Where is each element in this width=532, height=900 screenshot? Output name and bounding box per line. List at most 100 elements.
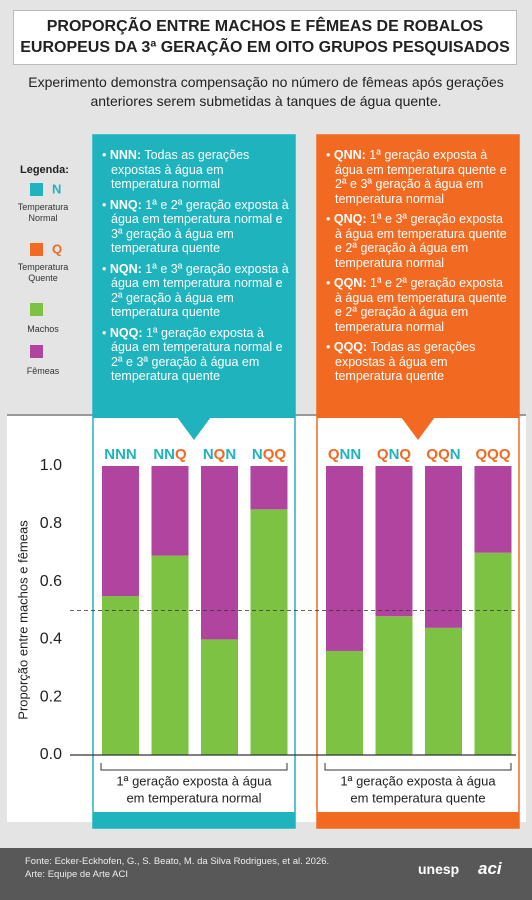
category-letter: N: [252, 446, 263, 463]
description-code: QQN:: [333, 276, 367, 290]
legend-swatch: [30, 243, 43, 256]
category-letter: Q: [377, 446, 389, 463]
legend-label: Fêmeas: [26, 366, 60, 376]
bar-segment: [425, 627, 462, 755]
category-letter: Q: [274, 446, 286, 463]
description-text: 1ª e 2ª geração exposta à água em temper…: [111, 197, 289, 256]
description-code: NNN:: [109, 148, 142, 162]
category-letter: Q: [175, 446, 187, 463]
description-item: • QNQ: 1ª e 3ª geração exposta à água em…: [326, 212, 507, 270]
bar-segment: [375, 466, 413, 617]
description-list: • NNN: Todas as gerações expostas à água…: [101, 148, 289, 390]
category-letter: N: [164, 446, 175, 463]
bar-segment: [425, 466, 462, 628]
y-axis-label: Proporção entre machos e fêmeas: [15, 520, 30, 720]
bar-segment: [326, 466, 363, 651]
description-text: Todas as gerações expostas à água em tem…: [111, 148, 250, 191]
title-line: PROPORÇÃO ENTRE MACHOS E FÊMEAS DE ROBAL…: [46, 18, 484, 35]
category-letter: Q: [438, 446, 450, 463]
bar-segment: [250, 509, 288, 755]
title-box: PROPORÇÃO ENTRE MACHOS E FÊMEAS DE ROBAL…: [13, 10, 517, 65]
legend-label: Temperatura Normal: [17, 202, 69, 223]
category-letter: Q: [487, 446, 499, 463]
panel-footer: [317, 812, 519, 828]
group-label: em temperatura normal: [126, 790, 261, 805]
bar-segment: [326, 650, 363, 755]
bar-segment: [151, 555, 189, 755]
x-tick-label: NNN: [104, 446, 137, 463]
category-letter: N: [126, 446, 137, 463]
y-tick-label: 0.0: [40, 746, 62, 763]
bar-segment: [375, 616, 413, 755]
category-letter: N: [225, 446, 236, 463]
category-letter: Q: [499, 446, 511, 463]
logo: unesp: [418, 861, 460, 877]
category-letter: N: [389, 446, 400, 463]
legend-title: Legenda:: [20, 164, 69, 176]
description-item: • QQN: 1ª e 2ª geração exposta à água em…: [326, 276, 507, 334]
source: Fonte: Ecker-Eckhofen, G., S. Beato, M. …: [25, 856, 330, 867]
panel-header: [93, 135, 295, 418]
category-letter: Q: [263, 446, 275, 463]
title-line: EUROPEUS DA 3ª GERAÇÃO EM OITO GRUPOS PE…: [20, 39, 510, 56]
category-letter: Q: [426, 446, 438, 463]
x-tick-label: NQQ: [252, 446, 287, 463]
legend-label: Machos: [27, 324, 59, 334]
description-code: NQQ:: [109, 325, 143, 340]
x-tick-label: QNQ: [377, 446, 412, 463]
description-item: • QNN: 1ª geração exposta à água em temp…: [326, 148, 507, 206]
description-text: 1ª e 3ª geração exposta à água em temper…: [335, 212, 507, 270]
bar-segment: [201, 639, 238, 755]
legend-swatch: [30, 303, 43, 316]
description-item: • NQN: 1ª e 3ª geração exposta à água em…: [102, 261, 289, 320]
legend-swatch: [30, 183, 43, 196]
description-text: 1ª geração exposta à água em temperatura…: [111, 325, 283, 384]
description-item: • NQQ: 1ª geração exposta à água em temp…: [102, 325, 283, 384]
description-code: NNQ:: [109, 197, 142, 212]
category-letter: N: [115, 446, 126, 463]
description-text: 1ª e 3ª geração exposta à água em temper…: [111, 261, 289, 320]
description-item: • NNN: Todas as gerações expostas à água…: [102, 148, 250, 191]
group-label: 1ª geração exposta à água: [116, 773, 272, 788]
y-tick-label: 0.4: [40, 631, 62, 648]
x-tick-label: QQQ: [475, 446, 510, 463]
y-tick-label: 0.8: [40, 515, 62, 532]
bar-segment: [102, 596, 139, 755]
group-label: 1ª geração exposta à água: [340, 773, 496, 788]
description-text: Todas as gerações expostas à água em tem…: [335, 340, 476, 383]
category-letter: N: [339, 446, 350, 463]
description-item: • QQQ: Todas as gerações expostas à água…: [326, 340, 476, 383]
footer: Fonte: Ecker-Eckhofen, G., S. Beato, M. …: [0, 848, 532, 900]
bar-segment: [474, 552, 512, 755]
description-list: • QNN: 1ª geração exposta à água em temp…: [325, 148, 513, 390]
bar-segment: [201, 466, 238, 640]
category-letter: N: [153, 446, 164, 463]
category-letter: N: [203, 446, 214, 463]
group-bracket: [324, 763, 512, 771]
panel-header: [317, 135, 519, 418]
panel-pointer: [401, 417, 435, 440]
x-tick-label: NNQ: [153, 446, 187, 463]
description-code: NQN:: [109, 261, 142, 276]
group-bracket: [100, 763, 288, 771]
description-code: QQQ:: [333, 340, 368, 354]
subtitle: Experimento demonstra compensação no núm…: [28, 74, 504, 109]
panel-footer: [93, 812, 295, 828]
y-tick-label: 0.6: [40, 573, 62, 590]
bar-segment: [250, 466, 288, 510]
y-tick-label: 1.0: [40, 457, 62, 474]
legend-label: Temperatura Quente: [17, 262, 69, 283]
x-tick-label: QNN: [328, 446, 361, 463]
category-letter: Q: [399, 446, 411, 463]
art-credit: Arte: Equipe de Arte ACI: [25, 869, 128, 880]
panel-pointer: [177, 417, 211, 440]
description-code: QNN:: [333, 148, 366, 162]
bar-segment: [102, 466, 139, 597]
description-text: 1ª geração exposta à água em temperatura…: [335, 148, 507, 206]
group-label: em temperatura quente: [350, 790, 485, 805]
legend-letter: N: [52, 181, 61, 196]
category-letter: N: [350, 446, 361, 463]
category-letter: N: [104, 446, 115, 463]
